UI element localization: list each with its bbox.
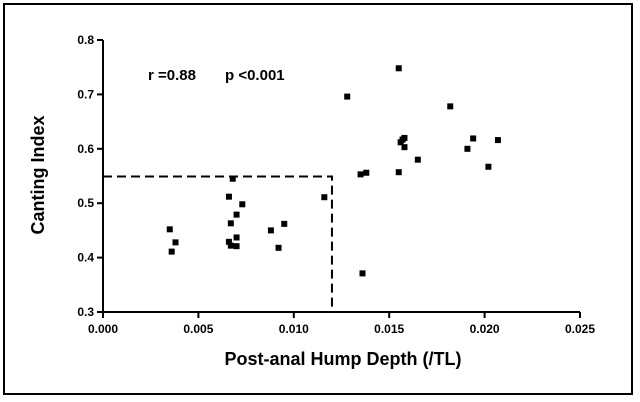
data-point [464, 145, 471, 152]
data-point [397, 139, 404, 146]
data-point [401, 134, 408, 141]
x-ticks: 0.000 0.005 0.010 0.015 0.020 0.025 [88, 312, 595, 336]
y-tick-label: 0.7 [77, 87, 94, 101]
y-tick-label: 0.6 [77, 142, 94, 156]
data-point [239, 201, 246, 208]
data-point [344, 93, 351, 100]
x-tick-label: 0.010 [279, 322, 309, 336]
data-point [166, 226, 173, 233]
threshold-dashed-box [103, 175, 333, 312]
data-point [172, 239, 179, 246]
y-tick-label: 0.5 [77, 196, 94, 210]
x-tick-label: 0.000 [88, 322, 118, 336]
data-point [485, 163, 492, 170]
correlation-r-annotation: r =0.88 [148, 67, 196, 84]
data-point [470, 135, 477, 142]
data-point [168, 248, 175, 255]
data-point [275, 244, 282, 251]
data-point [229, 175, 236, 182]
data-points [166, 65, 501, 277]
data-point [494, 137, 501, 144]
y-tick-label: 0.3 [77, 305, 94, 319]
data-point [233, 234, 240, 241]
x-axis-label: Post-anal Hump Depth (/TL) [225, 349, 462, 369]
data-point [414, 156, 421, 163]
data-point [225, 238, 232, 245]
p-value-annotation: p <0.001 [225, 67, 285, 84]
data-point [233, 211, 240, 218]
y-axis-label: Canting Index [28, 115, 48, 234]
data-point [395, 65, 402, 72]
data-point [281, 220, 288, 227]
figure-frame [3, 3, 633, 395]
data-point [225, 193, 232, 200]
y-ticks: 0.3 0.4 0.5 0.6 0.7 0.8 [77, 33, 103, 319]
x-tick-label: 0.005 [183, 322, 213, 336]
x-tick-label: 0.015 [374, 322, 404, 336]
data-point [395, 169, 402, 176]
data-point [401, 144, 408, 151]
data-point [233, 243, 240, 250]
y-tick-label: 0.4 [77, 251, 94, 265]
data-point [227, 220, 234, 227]
x-tick-label: 0.020 [470, 322, 500, 336]
x-tick-label: 0.025 [565, 322, 595, 336]
y-tick-label: 0.8 [77, 33, 94, 47]
data-point [267, 227, 274, 234]
data-point [227, 242, 234, 249]
data-point [363, 169, 370, 176]
data-point [447, 103, 454, 110]
data-point [321, 194, 328, 201]
data-point [359, 270, 366, 277]
data-point [357, 171, 364, 178]
